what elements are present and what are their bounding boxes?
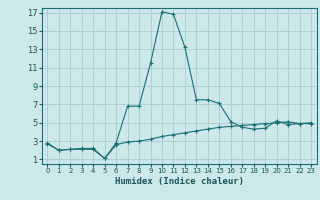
X-axis label: Humidex (Indice chaleur): Humidex (Indice chaleur) xyxy=(115,177,244,186)
